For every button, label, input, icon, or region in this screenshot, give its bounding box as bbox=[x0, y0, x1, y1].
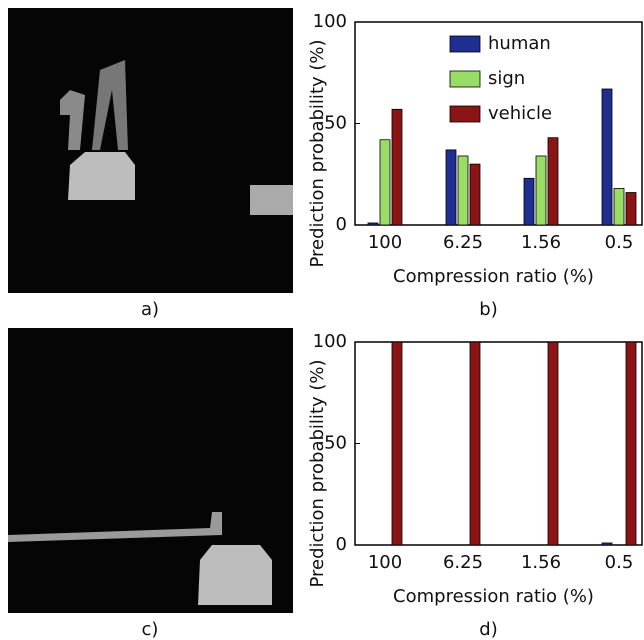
bar bbox=[368, 223, 378, 225]
bar bbox=[548, 138, 558, 225]
caption: d) bbox=[479, 619, 497, 640]
caption: c) bbox=[142, 619, 159, 640]
y-axis-label: Prediction probability (%) bbox=[307, 39, 328, 267]
y-tick-label: 100 bbox=[313, 331, 347, 352]
x-axis-label: Compression ratio (%) bbox=[393, 266, 594, 287]
x-tick-label: 1.56 bbox=[521, 552, 561, 573]
legend-swatch bbox=[450, 36, 480, 52]
bar bbox=[602, 543, 612, 545]
caption: b) bbox=[479, 299, 497, 320]
figure: a) c) 0501001006.251.560.5Compression ra… bbox=[0, 0, 644, 640]
x-axis-label: Compression ratio (%) bbox=[393, 586, 594, 607]
caption: a) bbox=[141, 299, 159, 320]
image-c bbox=[8, 328, 293, 613]
y-tick-label: 100 bbox=[313, 11, 347, 32]
x-tick-label: 0.5 bbox=[605, 232, 634, 253]
x-tick-label: 100 bbox=[368, 232, 402, 253]
bar bbox=[536, 156, 546, 225]
bar bbox=[602, 89, 612, 225]
bar bbox=[548, 342, 558, 545]
legend-label: human bbox=[488, 33, 551, 54]
image-a bbox=[8, 8, 293, 293]
bar bbox=[614, 188, 624, 225]
bar bbox=[380, 140, 390, 225]
bar bbox=[458, 156, 468, 225]
bar bbox=[392, 109, 402, 225]
x-tick-label: 100 bbox=[368, 552, 402, 573]
bar bbox=[524, 178, 534, 225]
x-tick-label: 0.5 bbox=[605, 552, 634, 573]
x-tick-label: 6.25 bbox=[443, 232, 483, 253]
bar bbox=[392, 342, 402, 545]
y-tick-label: 0 bbox=[336, 534, 347, 555]
bar bbox=[626, 193, 636, 225]
bar bbox=[470, 342, 480, 545]
y-axis-label: Prediction probability (%) bbox=[307, 359, 328, 587]
legend-label: sign bbox=[488, 68, 525, 89]
bar bbox=[446, 150, 456, 225]
legend-label: vehicle bbox=[488, 103, 552, 124]
legend-swatch bbox=[450, 106, 480, 122]
y-tick-label: 0 bbox=[336, 214, 347, 235]
legend-swatch bbox=[450, 71, 480, 87]
x-tick-label: 1.56 bbox=[521, 232, 561, 253]
bar bbox=[626, 342, 636, 545]
bar bbox=[470, 164, 480, 225]
x-tick-label: 6.25 bbox=[443, 552, 483, 573]
